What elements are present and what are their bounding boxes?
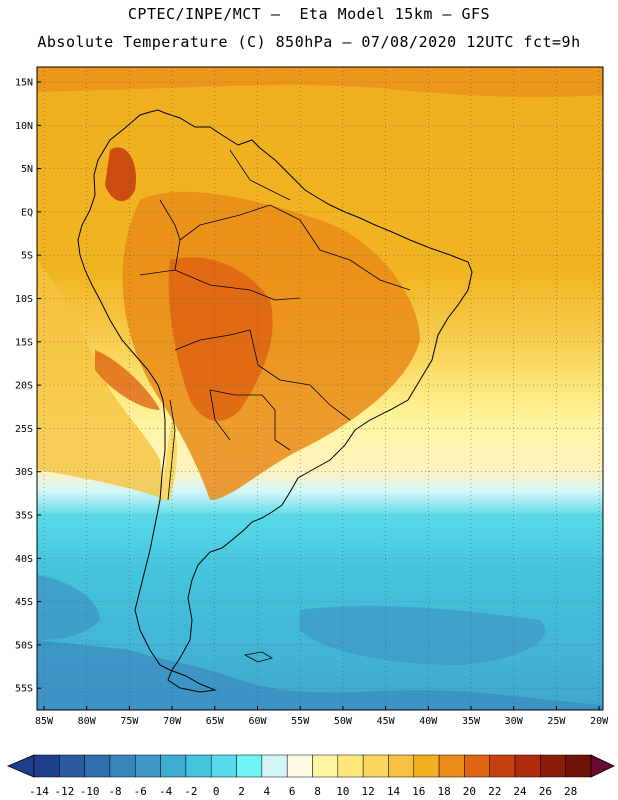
colorbar-label: 26	[539, 785, 552, 798]
lat-label: 5N	[21, 164, 33, 175]
field-continental-hot	[168, 257, 273, 421]
latitude-axis: 15N 10N 5N EQ 5S 10S 15S 20S 25S 30S 35S 40S 45S 50S 5…	[15, 78, 41, 695]
colorbar-swatch	[236, 754, 263, 778]
colorbar-label: 20	[463, 785, 476, 798]
colorbar-swatch	[413, 754, 440, 778]
field-andes-north	[105, 147, 136, 202]
colorbar-swatch	[388, 754, 415, 778]
colorbar-swatch	[362, 754, 389, 778]
lon-label: 85W	[35, 716, 54, 727]
lat-label: 50S	[15, 640, 33, 651]
colorbar-label: 24	[513, 785, 527, 798]
lat-label: 15S	[15, 337, 33, 348]
colorbar-label: -4	[159, 785, 173, 798]
colorbar-swatch	[540, 754, 566, 778]
chart-title-line2: Absolute Temperature (C) 850hPa – 07/08/…	[37, 33, 581, 51]
colorbar-label: -8	[108, 785, 121, 798]
colorbar-swatch	[286, 754, 313, 778]
lat-label: 55S	[15, 684, 33, 695]
lon-label: 25W	[547, 716, 566, 727]
field-warm-north	[37, 67, 603, 98]
colorbar-label: 18	[437, 785, 450, 798]
colorbar-swatch	[84, 754, 111, 778]
colorbar-label: -14	[29, 785, 49, 798]
field-deep-south-cold	[37, 640, 603, 710]
field-pacific-band	[37, 260, 165, 500]
lat-label: 15N	[15, 78, 33, 89]
colorbar-label: 8	[314, 785, 321, 798]
lat-label: 10S	[15, 294, 33, 305]
colorbar: -14 -12 -10 -8 -6 -4 -2 0 2 4 6 8 10 12 14 16 18 20 22 24 26…	[6, 754, 615, 798]
lat-label: 45S	[15, 597, 33, 608]
colorbar-label: -6	[134, 785, 147, 798]
colorbar-label: 6	[289, 785, 296, 798]
colorbar-label: 2	[238, 785, 245, 798]
lon-label: 35W	[462, 716, 481, 727]
lon-label: 70W	[163, 716, 182, 727]
lon-label: 45W	[377, 716, 396, 727]
colorbar-label: 12	[362, 785, 375, 798]
colorbar-swatch	[464, 754, 490, 778]
colorbar-label: 4	[264, 785, 271, 798]
colorbar-swatch	[109, 754, 136, 778]
colorbar-label: 16	[412, 785, 425, 798]
lat-label: 30S	[15, 467, 33, 478]
colorbar-swatch	[514, 754, 541, 778]
colorbar-swatch	[312, 754, 339, 778]
lat-label: 20S	[15, 381, 33, 392]
colorbar-swatch	[565, 754, 592, 778]
colorbar-low-arrow	[6, 754, 35, 778]
colorbar-swatch	[59, 754, 85, 778]
continent-outline	[77, 109, 473, 693]
colorbar-swatch	[210, 754, 237, 778]
lon-label: 55W	[291, 716, 310, 727]
colorbar-label: 28	[564, 785, 577, 798]
lon-label: 30W	[505, 716, 524, 727]
colorbar-swatch	[160, 754, 187, 778]
colorbar-label: 22	[488, 785, 501, 798]
field-coastal-hot	[95, 350, 160, 410]
colorbar-swatch	[261, 754, 288, 778]
field-southwest-cold	[37, 575, 100, 640]
lat-label: 25S	[15, 424, 33, 435]
chart-title-line1: CPTEC/INPE/MCT – Eta Model 15km – GFS	[127, 5, 491, 23]
colorbar-label: 10	[336, 785, 349, 798]
colorbar-swatch	[489, 754, 516, 778]
lat-label: 10N	[15, 121, 33, 132]
lon-label: 20W	[590, 716, 609, 727]
lon-label: 50W	[334, 716, 353, 727]
field-south-atlantic-cold	[300, 605, 546, 665]
field-andes-south	[160, 420, 178, 500]
lat-label: 35S	[15, 511, 33, 522]
lon-label: 80W	[78, 716, 97, 727]
colorbar-swatch	[185, 754, 212, 778]
colorbar-label: -2	[184, 785, 197, 798]
lon-label: 60W	[248, 716, 267, 727]
colorbar-label: 0	[213, 785, 220, 798]
lat-label: EQ	[21, 207, 33, 218]
colorbar-swatch	[438, 754, 465, 778]
lon-label: 75W	[120, 716, 139, 727]
lon-label: 40W	[419, 716, 438, 727]
lat-label: 40S	[15, 554, 33, 565]
lon-label: 65W	[206, 716, 225, 727]
colorbar-swatch	[33, 754, 60, 778]
colorbar-label: -12	[54, 785, 74, 798]
colorbar-swatch	[337, 754, 364, 778]
colorbar-high-arrow	[590, 754, 615, 778]
map-frame	[36, 66, 604, 711]
colorbar-label: -10	[80, 785, 100, 798]
colorbar-label: 14	[387, 785, 401, 798]
falkland-islands	[243, 651, 273, 663]
longitude-axis: 85W 80W 75W 70W 65W 60W 55W 50W 45W 40W 35W 30W 25W 2…	[35, 706, 609, 727]
colorbar-swatch	[135, 754, 161, 778]
lat-label: 5S	[21, 251, 33, 262]
